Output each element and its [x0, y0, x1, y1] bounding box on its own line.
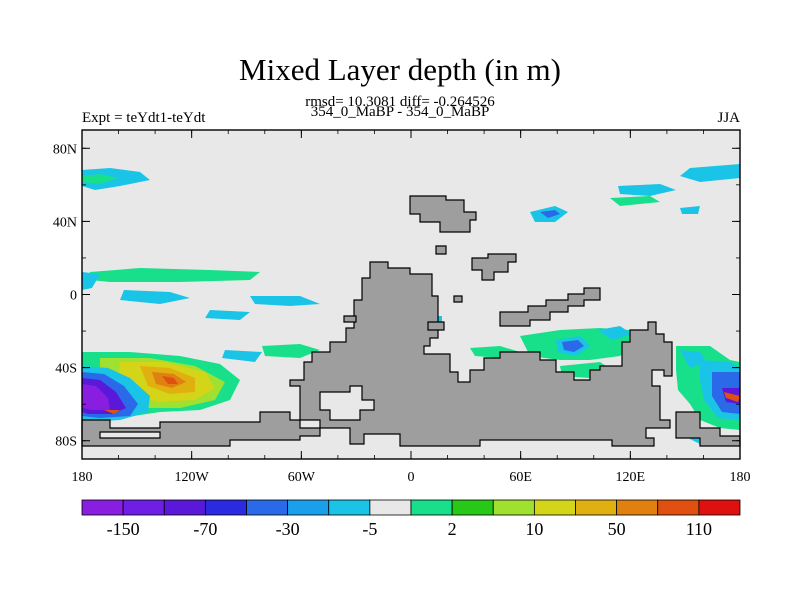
anomaly-patch: [90, 268, 260, 282]
y-tick-label: 0: [70, 289, 77, 304]
x-axis: 180 120W 60W 0 60E 120E 180: [72, 130, 751, 485]
colorbar-swatch: [204, 499, 247, 516]
colorbar-swatch: [328, 499, 371, 516]
anomaly-patch: [598, 326, 632, 340]
x-tick-label: 60E: [509, 470, 532, 485]
colorbar-swatch: [81, 499, 124, 516]
map-panel: [81, 129, 741, 460]
anomaly-patch: [82, 174, 118, 184]
x-tick-label: 60W: [288, 470, 316, 485]
y-tick-label: 80N: [53, 142, 77, 157]
y-axis: 80N 40N 0 40S 80S: [53, 142, 740, 450]
colorbar-swatch: [163, 499, 206, 516]
anomaly-patch: [82, 384, 110, 410]
land-masses: [81, 195, 741, 447]
anomaly-patch: [82, 272, 100, 290]
land-mass: [471, 253, 517, 281]
anomaly-patches: [82, 164, 740, 444]
colorbar-swatch: [369, 499, 412, 516]
experiment-label: Expt = teYdt1-teYdt: [82, 110, 206, 126]
inland-sea: [99, 431, 161, 439]
land-mass: [343, 315, 357, 323]
colorbar-swatch: [575, 499, 618, 516]
anomaly-patch: [120, 290, 190, 304]
colorbar-swatch: [287, 499, 330, 516]
stats-line: rmsd= 10.3081 diff= -0.264526: [305, 94, 495, 110]
anomaly-patch: [205, 310, 250, 320]
anomaly-patch: [250, 296, 320, 306]
land-mass: [409, 195, 477, 233]
colorbar-label: -5: [362, 519, 377, 539]
colorbar-swatch: [492, 499, 535, 516]
colorbar-label: -150: [107, 519, 140, 539]
anomaly-patch: [724, 392, 740, 402]
colorbar-swatch: [533, 499, 576, 516]
colorbar-label: 110: [686, 519, 712, 539]
anomaly-patch: [222, 350, 262, 362]
colorbar-label: 2: [448, 519, 457, 539]
colorbar-swatch: [451, 499, 494, 516]
colorbar-swatch: [246, 499, 289, 516]
anomaly-patch: [618, 184, 676, 196]
land-mass: [453, 295, 463, 303]
anomaly-patch: [104, 410, 120, 414]
anomaly-patch: [680, 350, 706, 368]
land-mass: [435, 245, 447, 255]
subtitle: 354_0_MaBP - 354_0_MaBP: [310, 104, 490, 120]
land-mass: [427, 321, 445, 331]
colorbar-swatch: [616, 499, 659, 516]
colorbar-swatch: [122, 499, 165, 516]
y-tick-label: 40S: [55, 362, 77, 377]
colorbar-label: 10: [525, 519, 543, 539]
season-label: JJA: [717, 110, 740, 126]
colorbar-swatch: [698, 499, 741, 516]
anomaly-patch: [610, 196, 660, 206]
y-tick-label: 40N: [53, 215, 77, 230]
land-mass: [499, 287, 601, 327]
anomaly-patch: [540, 210, 560, 218]
anomaly-patch: [162, 376, 178, 384]
land-mass: [289, 261, 673, 447]
colorbar-swatch: [657, 499, 700, 516]
anomaly-patch: [82, 168, 150, 190]
y-tick-label: 80S: [55, 435, 77, 450]
x-tick-label: 0: [408, 470, 415, 485]
map-title: Mixed Layer depth (in m): [239, 52, 561, 87]
colorbar-label: 50: [608, 519, 626, 539]
x-tick-label: 180: [72, 470, 93, 485]
inland-sea: [319, 385, 375, 421]
colorbar-label: -30: [276, 519, 300, 539]
anomaly-patch: [680, 164, 740, 182]
colorbar: -150 -70 -30 -5 2 10 50 110: [81, 499, 741, 539]
anomaly-patch: [562, 340, 584, 352]
x-tick-label: 120W: [175, 470, 210, 485]
x-tick-label: 180: [730, 470, 751, 485]
x-tick-label: 120E: [616, 470, 646, 485]
colorbar-label: -70: [193, 519, 217, 539]
colorbar-swatch: [410, 499, 453, 516]
anomaly-patch: [262, 344, 320, 358]
anomaly-patch: [680, 206, 700, 214]
